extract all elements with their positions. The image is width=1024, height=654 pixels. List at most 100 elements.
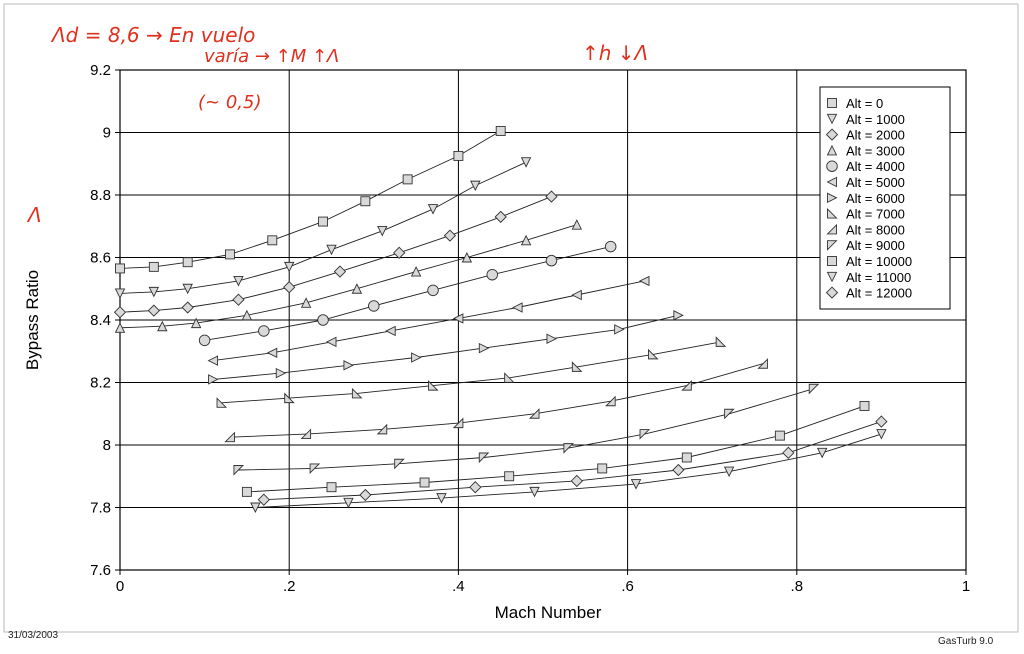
axis-ticks: 0 .2 .4 .6 .8 1 7.6 7.8 8 8.2 8.4 8.6 8.8 9 9.2 xyxy=(90,62,970,595)
data-point xyxy=(520,157,532,168)
data-point xyxy=(148,261,159,272)
data-point xyxy=(207,355,219,366)
legend-label: Alt = 8000 xyxy=(846,222,905,237)
legend-box xyxy=(819,86,951,310)
data-point xyxy=(520,234,532,246)
legend-label: Alt = 1000 xyxy=(846,112,905,127)
legend-marker xyxy=(826,160,838,172)
legend-marker xyxy=(825,128,839,141)
x-tick-label: .6 xyxy=(621,578,634,595)
data-point xyxy=(257,493,270,506)
legend-label: Alt = 2000 xyxy=(846,128,905,143)
data-point xyxy=(309,463,321,475)
data-point xyxy=(571,289,582,301)
data-point xyxy=(469,481,482,494)
data-point xyxy=(648,348,659,360)
data-point xyxy=(333,265,347,278)
data-point xyxy=(326,244,337,256)
y-tick-label: 8.2 xyxy=(90,375,111,392)
series-7 xyxy=(208,310,684,385)
data-point xyxy=(774,430,785,441)
data-point xyxy=(190,317,202,329)
data-point xyxy=(427,204,439,215)
data-point xyxy=(859,400,870,411)
data-point xyxy=(114,322,126,333)
x-axis-label: Mach Number xyxy=(495,603,602,622)
data-point xyxy=(148,286,160,298)
data-point xyxy=(241,486,252,497)
series-3 xyxy=(113,190,558,319)
data-point xyxy=(114,288,126,299)
data-point xyxy=(419,477,430,488)
data-point xyxy=(545,190,558,203)
series-line xyxy=(119,130,501,269)
series-13 xyxy=(257,415,888,506)
data-point xyxy=(478,342,490,354)
legend-marker xyxy=(826,113,838,125)
data-point xyxy=(639,429,651,440)
data-point xyxy=(528,408,540,419)
legend-marker xyxy=(827,256,837,266)
data-point xyxy=(343,360,354,371)
data-point xyxy=(284,392,295,404)
data-point xyxy=(343,497,354,509)
data-point xyxy=(757,358,768,369)
data-point xyxy=(410,266,422,277)
data-point xyxy=(225,249,235,260)
data-point xyxy=(614,324,625,335)
data-point xyxy=(368,300,380,312)
note-varia: varía → ↑M ↑Λ xyxy=(204,46,339,67)
series-line xyxy=(255,433,882,508)
y-tick-label: 8 xyxy=(103,437,111,454)
data-point xyxy=(351,387,363,399)
data-point xyxy=(504,372,515,383)
data-point xyxy=(283,261,295,273)
series-4 xyxy=(114,219,583,333)
series-10 xyxy=(233,383,820,476)
data-point xyxy=(402,174,413,185)
legend-marker xyxy=(827,240,838,251)
data-point xyxy=(570,474,583,488)
data-point xyxy=(470,180,481,192)
note-formula: Λd = 8,6 → En vuelo xyxy=(50,23,255,47)
data-point xyxy=(283,281,296,294)
x-tick-label: .4 xyxy=(452,578,465,595)
legend-marker xyxy=(826,176,837,188)
series-12 xyxy=(250,429,887,514)
data-point xyxy=(546,333,557,344)
legend-marker xyxy=(827,98,837,108)
page-frame xyxy=(3,3,1019,633)
series-layer xyxy=(113,125,888,514)
data-point xyxy=(326,482,337,493)
data-point xyxy=(571,361,583,372)
data-point xyxy=(478,452,490,464)
data-point xyxy=(604,240,617,253)
legend-label: Alt = 0 xyxy=(846,96,883,111)
data-point xyxy=(443,229,457,242)
data-point xyxy=(275,367,287,379)
series-line xyxy=(204,246,611,341)
data-point xyxy=(393,246,406,259)
data-point xyxy=(672,463,685,477)
series-2 xyxy=(114,157,532,299)
data-point xyxy=(233,465,245,476)
data-point xyxy=(115,263,125,274)
data-point xyxy=(377,225,388,237)
data-point xyxy=(486,268,498,281)
series-line xyxy=(119,224,577,329)
data-point xyxy=(630,479,642,490)
legend-marker xyxy=(826,144,838,156)
legend-label: Alt = 12000 xyxy=(846,286,912,301)
series-line xyxy=(263,421,882,501)
legend-marker xyxy=(827,192,838,204)
data-point xyxy=(376,423,388,435)
series-line xyxy=(238,388,814,471)
data-point xyxy=(782,446,795,459)
legend-marker xyxy=(826,271,838,283)
x-tick-label: 1 xyxy=(962,578,970,595)
x-tick-label: .8 xyxy=(791,578,804,595)
data-point xyxy=(300,428,312,440)
